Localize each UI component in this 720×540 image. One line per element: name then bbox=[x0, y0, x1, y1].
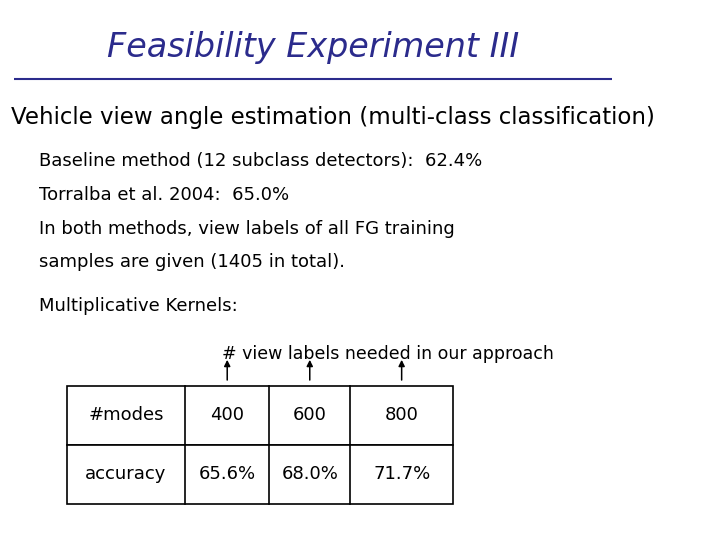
Text: Vehicle view angle estimation (multi-class classification): Vehicle view angle estimation (multi-cla… bbox=[11, 106, 654, 129]
Text: 800: 800 bbox=[384, 406, 418, 424]
Text: #modes: #modes bbox=[89, 406, 163, 424]
Text: samples are given (1405 in total).: samples are given (1405 in total). bbox=[39, 253, 345, 271]
Text: accuracy: accuracy bbox=[85, 465, 166, 483]
Text: # view labels needed in our approach: # view labels needed in our approach bbox=[222, 345, 554, 363]
Text: Baseline method (12 subclass detectors):  62.4%: Baseline method (12 subclass detectors):… bbox=[39, 152, 482, 170]
Text: 65.6%: 65.6% bbox=[199, 465, 256, 483]
Text: Feasibility Experiment III: Feasibility Experiment III bbox=[107, 31, 519, 64]
Text: 71.7%: 71.7% bbox=[373, 465, 431, 483]
Text: Torralba et al. 2004:  65.0%: Torralba et al. 2004: 65.0% bbox=[39, 186, 289, 204]
Text: 68.0%: 68.0% bbox=[282, 465, 338, 483]
Bar bbox=[67, 444, 453, 504]
Text: In both methods, view labels of all FG training: In both methods, view labels of all FG t… bbox=[39, 219, 454, 238]
Text: Multiplicative Kernels:: Multiplicative Kernels: bbox=[39, 297, 238, 315]
Bar bbox=[67, 386, 453, 444]
Text: 400: 400 bbox=[210, 406, 244, 424]
Text: 600: 600 bbox=[293, 406, 327, 424]
